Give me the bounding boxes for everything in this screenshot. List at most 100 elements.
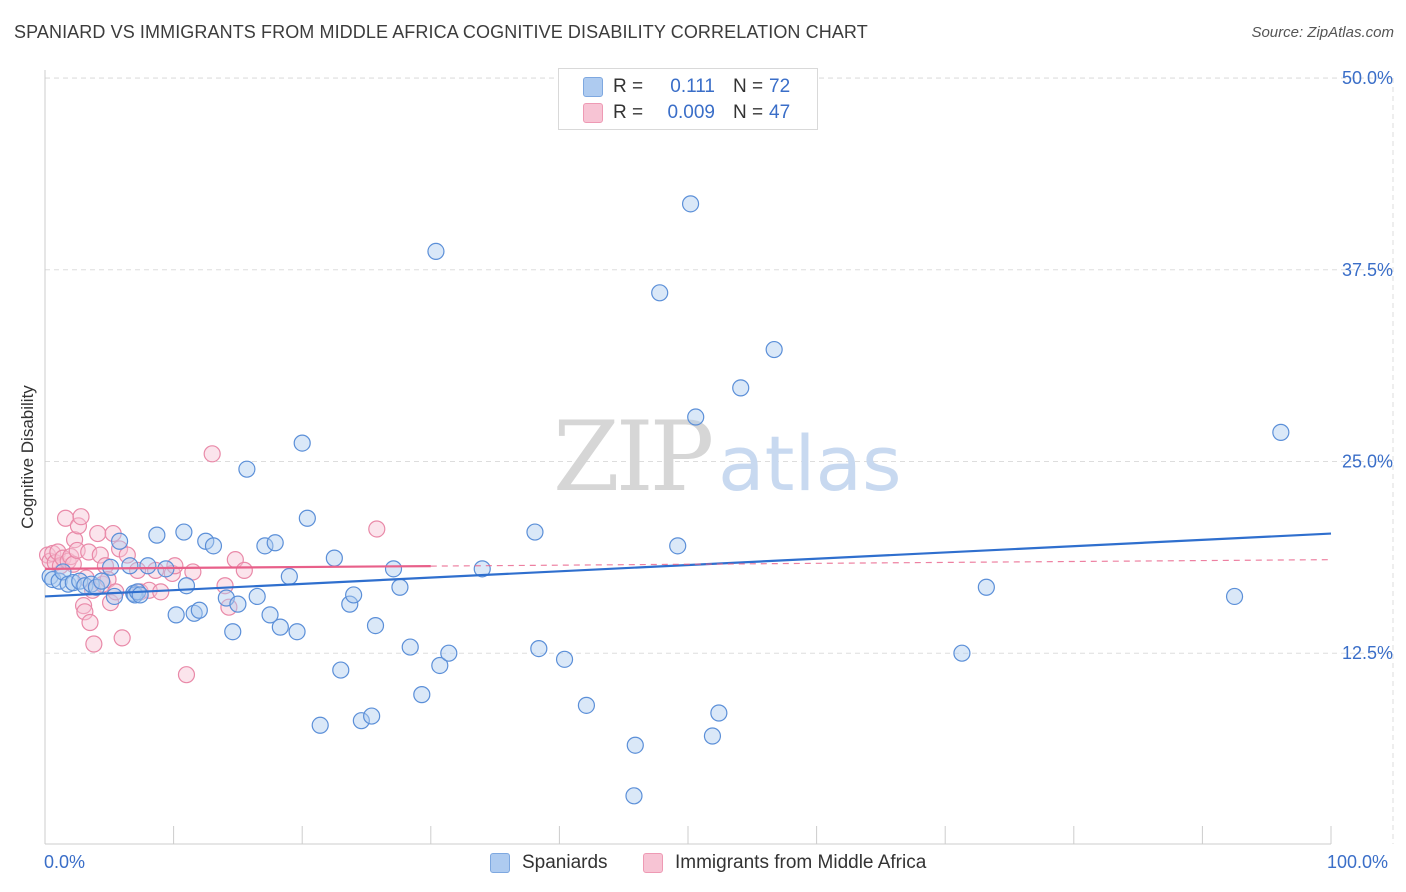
legend-swatch-pink [583,103,603,123]
data-point-spaniards [391,578,409,596]
data-point-spaniards [298,509,316,527]
chart-title: SPANIARD VS IMMIGRANTS FROM MIDDLE AFRIC… [14,22,868,42]
data-point-spaniards [148,526,166,544]
data-point-spaniards [427,242,445,260]
data-point-spaniards [190,601,208,619]
data-point-spaniards [765,340,783,359]
data-point-spaniards [229,595,247,613]
y-tick-labels: 12.5% 25.0% 37.5% 50.0% [1342,68,1393,663]
data-point-spaniards [271,618,289,636]
legend-r-value: 0.111 [670,76,715,97]
y-tick-label: 37.5% [1342,260,1393,280]
data-point-spaniards [177,577,196,595]
data-point-spaniards [1272,423,1290,441]
data-point-spaniards [266,534,284,552]
data-point-middle-africa [65,531,84,549]
data-point-spaniards [82,575,100,593]
data-point-middle-africa [85,635,103,653]
data-point-middle-africa [74,597,93,615]
data-point-spaniards [626,736,644,754]
data-point-spaniards [185,604,203,622]
legend-item-spaniards: Spaniards [490,852,608,874]
data-point-spaniards [526,523,544,541]
data-point-spaniards [703,727,722,745]
data-point-spaniards [131,586,149,604]
data-point-spaniards [953,644,971,662]
data-point-spaniards [431,656,449,675]
data-point-spaniards [577,696,596,714]
data-point-spaniards [669,537,687,555]
trend-lines [44,532,1332,598]
axes [44,70,1332,845]
data-point-middle-africa [203,445,221,463]
data-point-spaniards [681,195,700,213]
grid-lines [45,77,1394,844]
data-point-middle-africa [118,546,136,564]
legend-row-middle-africa: R = 0.009 N = 47 [583,100,790,126]
legend-swatch-blue [583,77,603,97]
data-point-spaniards [325,549,343,567]
data-point-spaniards [977,578,995,596]
correlation-legend: R = 0.111 N = 72 R = 0.009 N = 47 [558,68,818,130]
data-point-spaniards [121,557,139,575]
data-point-spaniards [710,704,728,722]
source-label: Source: ZipAtlas.com [1251,24,1394,41]
watermark-atlas: atlas [718,419,902,508]
legend-n-value: 47 [769,102,791,123]
data-point-middle-africa [216,577,234,595]
trend-line-spaniards [44,532,1332,598]
data-point-spaniards [341,595,359,613]
data-point-spaniards [92,572,111,590]
data-point-middle-africa [76,603,94,621]
legend-label-middle-africa: Immigrants from Middle Africa [675,852,927,873]
data-point-spaniards [732,379,750,397]
data-point-spaniards [384,560,403,578]
series-legend: Spaniards Immigrants from Middle Africa [0,852,1406,876]
data-point-spaniards [311,716,329,734]
data-point-spaniards [473,560,491,578]
data-point-middle-africa [91,546,109,564]
legend-swatch-blue [490,853,510,873]
x-tick-label-min: 0.0% [44,852,86,872]
legend-r-label: R = [613,76,644,97]
legend-item-middle-africa: Immigrants from Middle Africa [643,852,926,874]
data-point-spaniards [413,686,431,704]
trend-line-middle-africa [44,564,431,570]
data-point-middle-africa [166,557,184,575]
y-tick-label: 25.0% [1342,452,1393,472]
data-point-spaniards [256,537,274,555]
data-point-spaniards [440,644,458,662]
data-point-spaniards [50,572,68,590]
legend-r-label: R = [613,102,644,123]
data-point-middle-africa [72,508,90,526]
data-point-spaniards [280,567,298,586]
trend-line-middle-africa-extended [430,559,1332,567]
data-point-spaniards [175,523,193,541]
data-point-spaniards [293,434,311,452]
y-tick-label: 12.5% [1342,643,1393,663]
legend-swatch-pink [643,853,663,873]
data-point-middle-africa [368,520,386,538]
data-point-spaniards [248,587,266,606]
data-point-middle-africa [89,524,107,543]
legend-n-label: N = [733,102,764,123]
data-point-spaniards [288,623,306,641]
x-tick-label-max: 100.0% [1327,852,1389,872]
data-point-spaniards [105,587,124,606]
data-point-middle-africa [113,629,131,647]
data-point-spaniards [167,606,185,624]
data-point-spaniards [651,284,669,302]
data-point-middle-africa [81,613,99,632]
series-spaniards-points [41,195,1290,805]
data-point-spaniards [530,639,548,658]
data-point-spaniards [261,606,279,624]
data-point-spaniards [1225,587,1244,606]
legend-n-label: N = [733,76,764,97]
data-point-middle-africa [177,666,196,684]
data-point-spaniards [366,616,385,635]
data-point-spaniards [110,532,129,550]
data-point-spaniards [139,557,157,575]
data-point-spaniards [363,707,381,725]
data-point-middle-africa [235,561,253,579]
